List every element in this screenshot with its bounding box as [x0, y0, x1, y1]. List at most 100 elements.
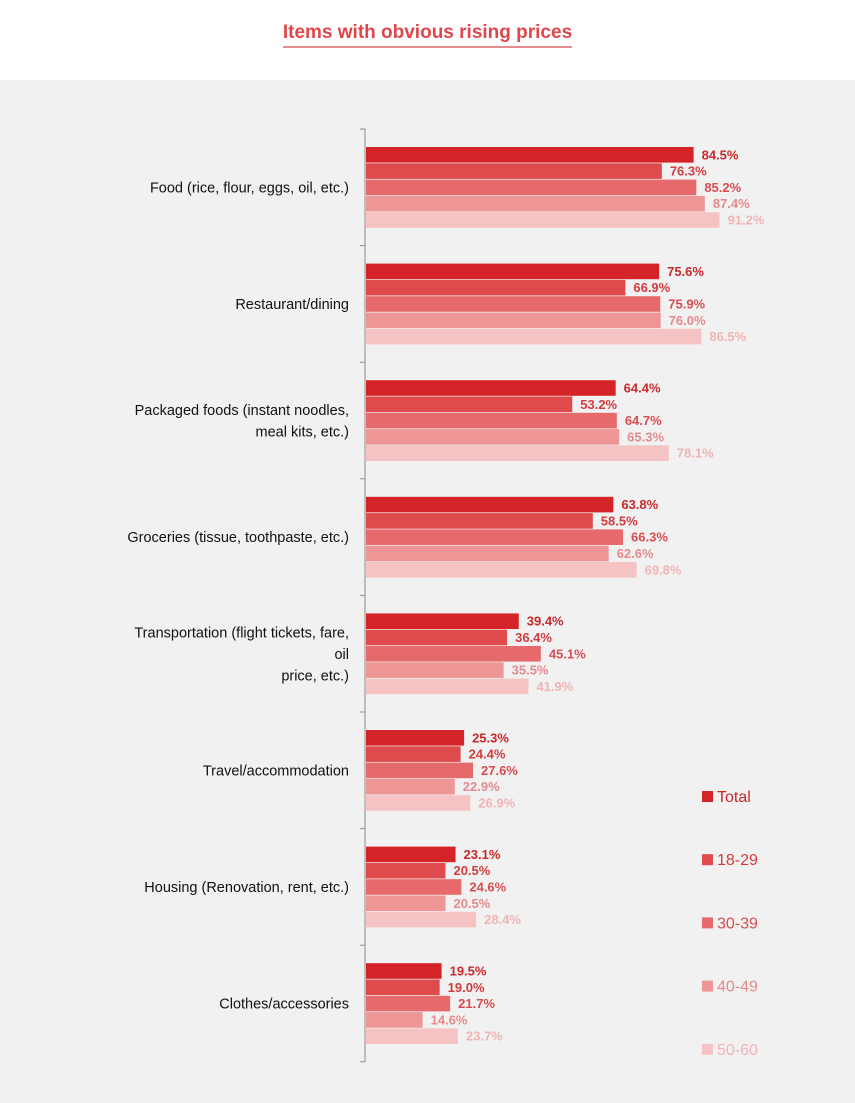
legend-marker-40-49: [702, 980, 713, 992]
data-label: 65.3%: [627, 429, 664, 444]
data-label: 45.1%: [549, 646, 586, 661]
data-label: 76.3%: [670, 164, 707, 179]
category-label: Groceries (tissue, toothpaste, etc.): [127, 530, 349, 546]
category-label: Travel/accommodation: [203, 763, 349, 779]
bar-18-29: [366, 396, 573, 413]
data-label: 85.2%: [704, 180, 741, 195]
data-label: 14.6%: [431, 1012, 468, 1027]
bar-50-60: [366, 795, 471, 811]
plot-area: [0, 80, 855, 1103]
legend-label: Total: [717, 789, 751, 806]
data-label: 36.4%: [515, 630, 552, 645]
data-label: 19.0%: [448, 980, 485, 995]
bar-40-49: [366, 429, 620, 445]
data-label: 58.5%: [601, 513, 638, 528]
data-label: 84.5%: [702, 147, 739, 162]
data-label: 62.6%: [617, 546, 654, 561]
legend-marker-18-29: [702, 854, 713, 866]
bar-total: [366, 846, 456, 863]
legend-marker-30-39: [702, 917, 713, 929]
bar-50-60: [366, 445, 669, 461]
bar-30-39: [366, 879, 462, 895]
data-label: 20.5%: [453, 896, 490, 911]
data-label: 39.4%: [527, 614, 564, 629]
data-label: 87.4%: [713, 196, 750, 211]
data-label: 86.5%: [709, 329, 746, 344]
category-label: Transportation (flight tickets, fare, oil…: [134, 625, 349, 684]
bar-total: [366, 147, 694, 163]
data-label: 75.9%: [668, 297, 705, 312]
bar-40-49: [366, 195, 705, 212]
bar-50-60: [366, 562, 637, 578]
category-label: Housing (Renovation, rent, etc.): [144, 880, 349, 896]
bar-18-29: [366, 279, 626, 296]
bar-total: [366, 963, 442, 979]
data-label: 35.5%: [512, 663, 549, 678]
data-label: 91.2%: [728, 213, 765, 228]
bar-50-60: [366, 678, 529, 695]
data-label: 41.9%: [536, 679, 573, 694]
data-label: 75.6%: [667, 264, 704, 279]
data-label: 21.7%: [458, 996, 495, 1011]
data-label: 76.0%: [669, 313, 706, 328]
data-label: 22.9%: [463, 779, 500, 794]
legend-marker-50-60: [702, 1043, 713, 1055]
bar-total: [366, 613, 519, 629]
legend-label: 18-29: [717, 852, 758, 869]
data-label: 25.3%: [472, 730, 509, 745]
bar-total: [366, 263, 660, 280]
bar-18-29: [366, 163, 662, 179]
bar-40-49: [366, 662, 504, 678]
data-label: 69.8%: [645, 562, 682, 577]
bar-40-49: [366, 1012, 423, 1028]
bar-40-49: [366, 545, 609, 562]
data-label: 23.1%: [464, 847, 501, 862]
bar-50-60: [366, 328, 702, 345]
data-label: 23.7%: [466, 1029, 503, 1044]
data-label: 63.8%: [621, 497, 658, 512]
data-label: 28.4%: [484, 912, 521, 927]
bar-18-29: [366, 862, 446, 879]
title-area: Items with obvious rising prices: [0, 0, 855, 80]
category-label: Clothes/accessories: [219, 997, 349, 1013]
bar-50-60: [366, 1028, 458, 1044]
bar-30-39: [366, 529, 624, 545]
data-label: 64.4%: [624, 381, 661, 396]
category-label: Restaurant/dining: [235, 297, 349, 313]
bar-18-29: [366, 629, 508, 646]
data-label: 66.9%: [633, 280, 670, 295]
data-label: 20.5%: [453, 863, 490, 878]
bar-50-60: [366, 212, 720, 228]
category-label: Food (rice, flour, eggs, oil, etc.): [150, 180, 349, 196]
bar-30-39: [366, 762, 474, 779]
bar-total: [366, 380, 616, 396]
bar-30-39: [366, 296, 661, 312]
data-label: 24.4%: [469, 747, 506, 762]
data-label: 26.9%: [478, 796, 515, 811]
bar-50-60: [366, 911, 477, 928]
data-label: 53.2%: [580, 397, 617, 412]
bar-40-49: [366, 312, 661, 329]
data-label: 64.7%: [625, 413, 662, 428]
data-label: 27.6%: [481, 763, 518, 778]
data-label: 24.6%: [469, 880, 506, 895]
data-label: 66.3%: [631, 530, 668, 545]
data-label: 19.5%: [450, 964, 487, 979]
bar-40-49: [366, 895, 446, 912]
legend-label: 50-60: [717, 1042, 758, 1059]
bar-30-39: [366, 995, 451, 1012]
bar-40-49: [366, 778, 455, 795]
bar-18-29: [366, 746, 461, 762]
legend-label: 40-49: [717, 979, 758, 996]
bar-18-29: [366, 979, 440, 996]
bar-18-29: [366, 513, 593, 529]
bar-total: [366, 730, 465, 746]
chart-title: Items with obvious rising prices: [282, 22, 573, 48]
data-label: 78.1%: [677, 446, 714, 461]
legend-marker-total: [702, 791, 713, 802]
bar-total: [366, 496, 614, 513]
bar-30-39: [366, 412, 617, 429]
bar-30-39: [366, 646, 541, 662]
bar-30-39: [366, 179, 697, 196]
